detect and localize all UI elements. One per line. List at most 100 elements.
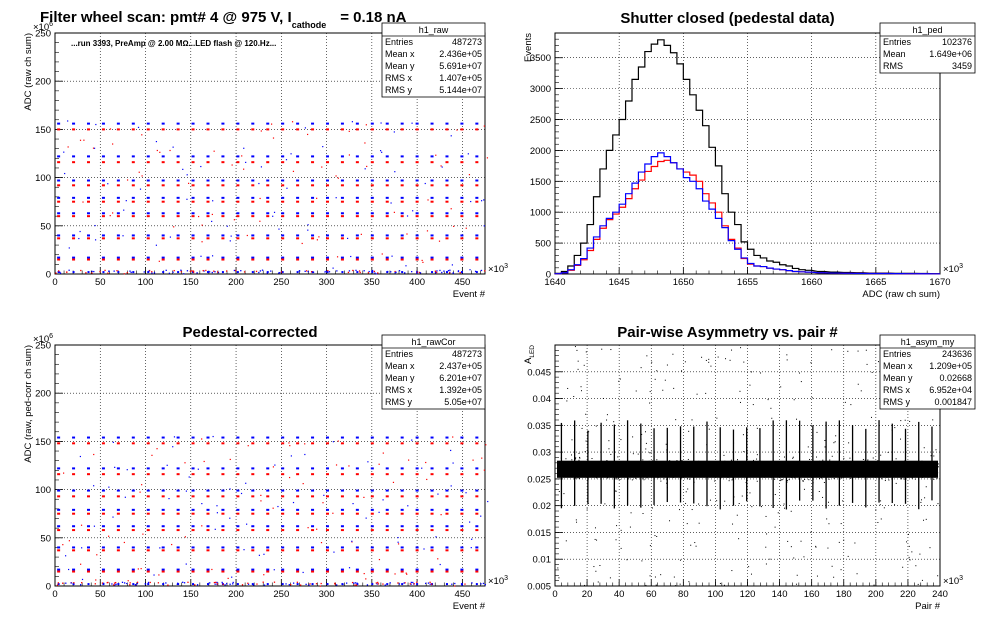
asymmetry-point <box>780 479 782 481</box>
red-cluster-point <box>72 237 76 240</box>
asymmetry-point <box>604 475 606 477</box>
baseline-point <box>148 270 150 272</box>
asymmetry-point <box>593 465 595 467</box>
red-cluster-point <box>206 495 210 498</box>
blue-cluster-point <box>161 122 165 125</box>
asymmetry-outlier <box>803 556 805 558</box>
histogram-series-2 <box>554 152 940 275</box>
asymmetry-point <box>911 471 913 473</box>
stats-value: 1.392e+05 <box>439 385 482 395</box>
baseline-point <box>325 270 327 273</box>
asymmetry-point <box>696 469 698 471</box>
asymmetry-point <box>807 474 809 476</box>
baseline-point <box>247 583 250 585</box>
asymmetry-outlier <box>783 456 785 458</box>
baseline-point <box>114 584 116 586</box>
red-cluster-point <box>340 495 344 498</box>
red-cluster-point <box>430 258 434 261</box>
asymmetry-point <box>635 468 637 470</box>
y-tick-label: 0.01 <box>533 555 552 566</box>
transition-point <box>407 505 409 507</box>
asymmetry-outlier <box>749 384 751 386</box>
asymmetry-outlier <box>679 583 681 585</box>
asymmetry-point <box>766 463 768 465</box>
blue-cluster-point <box>460 508 464 511</box>
panel-title: Pair-wise Asymmetry vs. pair # <box>617 324 838 341</box>
blue-cluster-point <box>281 256 285 259</box>
y-axis-label: ALED <box>523 345 536 364</box>
transition-point <box>483 225 485 227</box>
transition-point <box>322 146 324 148</box>
asymmetry-point <box>894 473 896 475</box>
blue-cluster-point <box>445 122 449 125</box>
blue-cluster-point <box>176 489 180 492</box>
blue-cluster-point <box>176 436 180 439</box>
transition-point <box>394 573 396 575</box>
y-tick-label: 150 <box>35 125 51 136</box>
asymmetry-point <box>714 480 716 482</box>
asymmetry-point <box>894 468 896 470</box>
blue-cluster-point <box>475 489 479 492</box>
red-cluster-point <box>191 237 195 240</box>
asymmetry-outlier <box>823 481 825 483</box>
asymmetry-point <box>644 468 646 470</box>
asymmetry-point <box>656 464 658 466</box>
blue-cluster-point <box>57 256 61 259</box>
asymmetry-point <box>670 471 672 473</box>
baseline-point <box>368 270 370 273</box>
asymmetry-point <box>648 468 650 470</box>
red-cluster-point <box>161 258 165 261</box>
baseline-point <box>371 270 373 273</box>
asymmetry-point <box>796 470 798 472</box>
baseline-point <box>484 583 486 586</box>
asymmetry-point <box>675 472 677 474</box>
baseline-point <box>395 271 397 273</box>
pedestal-point <box>266 583 269 586</box>
asymmetry-point <box>850 465 852 467</box>
baseline-point <box>66 271 68 273</box>
red-cluster-point <box>116 570 120 573</box>
asymmetry-point <box>824 472 826 474</box>
asymmetry-point <box>565 458 567 460</box>
pedestal-point <box>371 583 374 586</box>
asymmetry-point <box>610 472 612 474</box>
blue-cluster-point <box>355 508 359 511</box>
red-cluster-point <box>161 184 165 187</box>
red-cluster-point <box>340 570 344 573</box>
baseline-point <box>280 271 283 273</box>
red-cluster-point <box>86 237 90 240</box>
red-cluster-point <box>146 200 150 203</box>
asymmetry-point <box>818 478 820 480</box>
asymmetry-outlier <box>891 429 893 431</box>
blue-cluster-point <box>445 525 449 528</box>
baseline-point <box>376 583 378 585</box>
red-cluster-point <box>191 184 195 187</box>
asymmetry-point <box>715 463 717 465</box>
blue-cluster-point <box>385 436 389 439</box>
blue-cluster-point <box>57 179 61 182</box>
asymmetry-outlier <box>728 464 730 466</box>
asymmetry-outlier <box>642 513 644 515</box>
asymmetry-point <box>766 464 768 466</box>
asymmetry-point <box>929 470 931 472</box>
asymmetry-point <box>579 462 581 464</box>
asymmetry-point <box>628 470 630 472</box>
blue-cluster-point <box>311 525 315 528</box>
stats-key: RMS x <box>883 385 911 395</box>
red-cluster-point <box>475 161 479 164</box>
red-cluster-point <box>370 495 374 498</box>
transition-point <box>229 458 231 461</box>
asymmetry-point <box>857 464 859 466</box>
baseline-point <box>209 582 211 584</box>
blue-cluster-point <box>460 525 464 528</box>
transition-point <box>348 465 350 467</box>
blue-cluster-point <box>57 155 61 158</box>
blue-cluster-point <box>281 525 285 528</box>
transition-point <box>437 493 439 495</box>
red-cluster-point <box>400 184 404 187</box>
asymmetry-point <box>604 473 606 475</box>
asymmetry-point <box>636 469 638 471</box>
transition-point <box>335 175 337 177</box>
transition-point <box>93 485 95 487</box>
asymmetry-point <box>591 467 593 469</box>
